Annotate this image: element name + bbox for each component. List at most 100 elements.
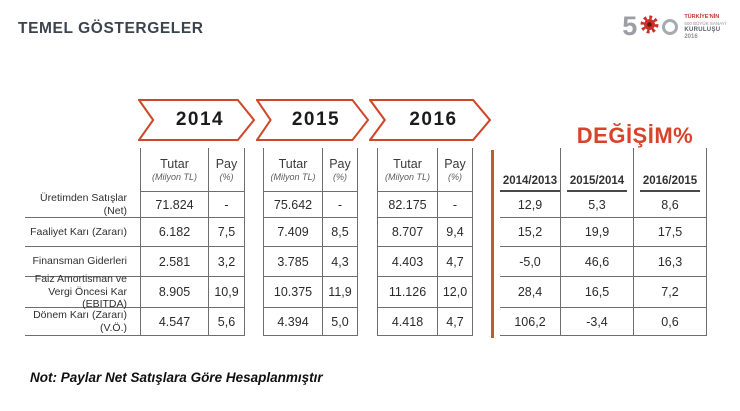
logo-line-3: KURULUŞU: [684, 26, 721, 33]
tutar-2016: 82.175: [377, 192, 437, 218]
row-label: Üretimden Satışlar (Net): [25, 192, 140, 218]
gap-red-line: [473, 277, 500, 308]
gap: [245, 148, 263, 192]
year-chevron-2015: 2015: [256, 99, 369, 141]
gap-red-line: [473, 218, 500, 247]
gap-red-line: [473, 192, 500, 218]
gap: [245, 192, 263, 218]
header-pay-2014: Pay (%): [208, 148, 245, 192]
red-divider-line: [491, 150, 494, 338]
change-2016-2015: 0,6: [633, 308, 707, 336]
indicators-table: Tutar (Milyon TL) Pay (%) Tutar (Milyon …: [25, 148, 707, 336]
tutar-2016: 4.403: [377, 247, 437, 277]
gap: [245, 308, 263, 336]
pay-2014: 7,5: [208, 218, 245, 247]
pay-2015: 8,5: [322, 218, 358, 247]
tutar-2014: 4.547: [140, 308, 208, 336]
iso-500-logo: 5 TÜRKİYE'NİN 500 BÜYÜK SANAYİ KURULUŞU …: [622, 13, 726, 40]
pay-2016: 4,7: [437, 247, 473, 277]
header-tutar-2014: Tutar (Milyon TL): [140, 148, 208, 192]
pay-2015: -: [322, 192, 358, 218]
change-section-title: DEĞİŞİM%: [576, 123, 694, 148]
row-label: Faaliyet Karı (Zararı): [25, 218, 140, 247]
pay-2014: 3,2: [208, 247, 245, 277]
footnote: Not: Paylar Net Satışlara Göre Hesaplanm…: [30, 370, 323, 385]
pay-2016: -: [437, 192, 473, 218]
page-title: TEMEL GÖSTERGELER: [18, 20, 204, 37]
gap: [358, 308, 377, 336]
gap: [245, 277, 263, 308]
change-header-2015-2014: 2015/2014: [560, 148, 633, 192]
year-label-2015: 2015: [291, 109, 341, 130]
gear-icon: [639, 14, 660, 40]
pay-2014: 10,9: [208, 277, 245, 308]
gap: [245, 218, 263, 247]
row-label: Faiz Amortisman ve Vergi Öncesi Kar (EBI…: [25, 273, 140, 310]
chevron-arrow-shape: [369, 99, 491, 141]
gap: [358, 148, 377, 192]
tutar-2014: 2.581: [140, 247, 208, 277]
change-2015-2014: 16,5: [560, 277, 633, 308]
change-2014-2013: 15,2: [500, 218, 560, 247]
change-2015-2014: 19,9: [560, 218, 633, 247]
logo-line-1: TÜRKİYE'NİN: [684, 13, 720, 20]
gap-red-line: [473, 247, 500, 277]
year-label-2014: 2014: [175, 109, 225, 130]
pay-2016: 12,0: [437, 277, 473, 308]
year-chevron-2016: 2016: [369, 99, 491, 141]
pay-2015: 4,3: [322, 247, 358, 277]
change-2016-2015: 8,6: [633, 192, 707, 218]
tutar-2015: 4.394: [263, 308, 322, 336]
header-pay-2016: Pay (%): [437, 148, 473, 192]
header-tutar-2015: Tutar (Milyon TL): [263, 148, 322, 192]
logo-line-4: 2016: [684, 33, 698, 40]
tutar-2015: 75.642: [263, 192, 322, 218]
header-tutar-2016: Tutar (Milyon TL): [377, 148, 437, 192]
gap: [358, 192, 377, 218]
pay-2016: 9,4: [437, 218, 473, 247]
gap: [245, 247, 263, 277]
change-2014-2013: -5,0: [500, 247, 560, 277]
chevron-arrow-shape: [256, 99, 369, 141]
logo-text-block: TÜRKİYE'NİN 500 BÜYÜK SANAYİ KURULUŞU 20…: [684, 14, 726, 40]
change-2016-2015: 16,3: [633, 247, 707, 277]
change-2015-2014: 46,6: [560, 247, 633, 277]
pay-2016: 4,7: [437, 308, 473, 336]
row-label: Finansman Giderleri: [25, 247, 140, 277]
logo-ring-zero: [662, 18, 679, 35]
change-header-2014-2013: 2014/2013: [499, 148, 561, 192]
tutar-2016: 11.126: [377, 277, 437, 308]
gap-red-line: [473, 308, 500, 336]
logo-digit-5: 5: [622, 11, 638, 41]
year-label-2016: 2016: [409, 109, 458, 130]
tutar-2015: 3.785: [263, 247, 322, 277]
tutar-2014: 71.824: [140, 192, 208, 218]
row-label: Dönem Karı (Zararı) (V.Ö.): [25, 308, 140, 336]
tutar-2015: 10.375: [263, 277, 322, 308]
gap: [358, 218, 377, 247]
tutar-2015: 7.409: [263, 218, 322, 247]
change-2014-2013: 106,2: [500, 308, 560, 336]
pay-2015: 5,0: [322, 308, 358, 336]
pay-2014: -: [208, 192, 245, 218]
change-2016-2015: 17,5: [633, 218, 707, 247]
chevron-arrow-shape: [138, 99, 255, 141]
header-empty-label-cell: [25, 148, 140, 192]
change-header-2016-2015: 2016/2015: [633, 148, 707, 192]
change-2014-2013: 28,4: [500, 277, 560, 308]
header-pay-2015: Pay (%): [322, 148, 358, 192]
pay-2014: 5,6: [208, 308, 245, 336]
tutar-2016: 8.707: [377, 218, 437, 247]
change-2015-2014: -3,4: [560, 308, 633, 336]
logo-line-2: 500 BÜYÜK SANAYİ: [684, 20, 726, 26]
gap: [358, 247, 377, 277]
tutar-2016: 4.418: [377, 308, 437, 336]
year-chevron-2014: 2014: [138, 99, 255, 141]
change-2016-2015: 7,2: [633, 277, 707, 308]
change-2014-2013: 12,9: [500, 192, 560, 218]
gap: [358, 277, 377, 308]
gap-red-line: [473, 148, 500, 192]
change-2015-2014: 5,3: [560, 192, 633, 218]
tutar-2014: 6.182: [140, 218, 208, 247]
